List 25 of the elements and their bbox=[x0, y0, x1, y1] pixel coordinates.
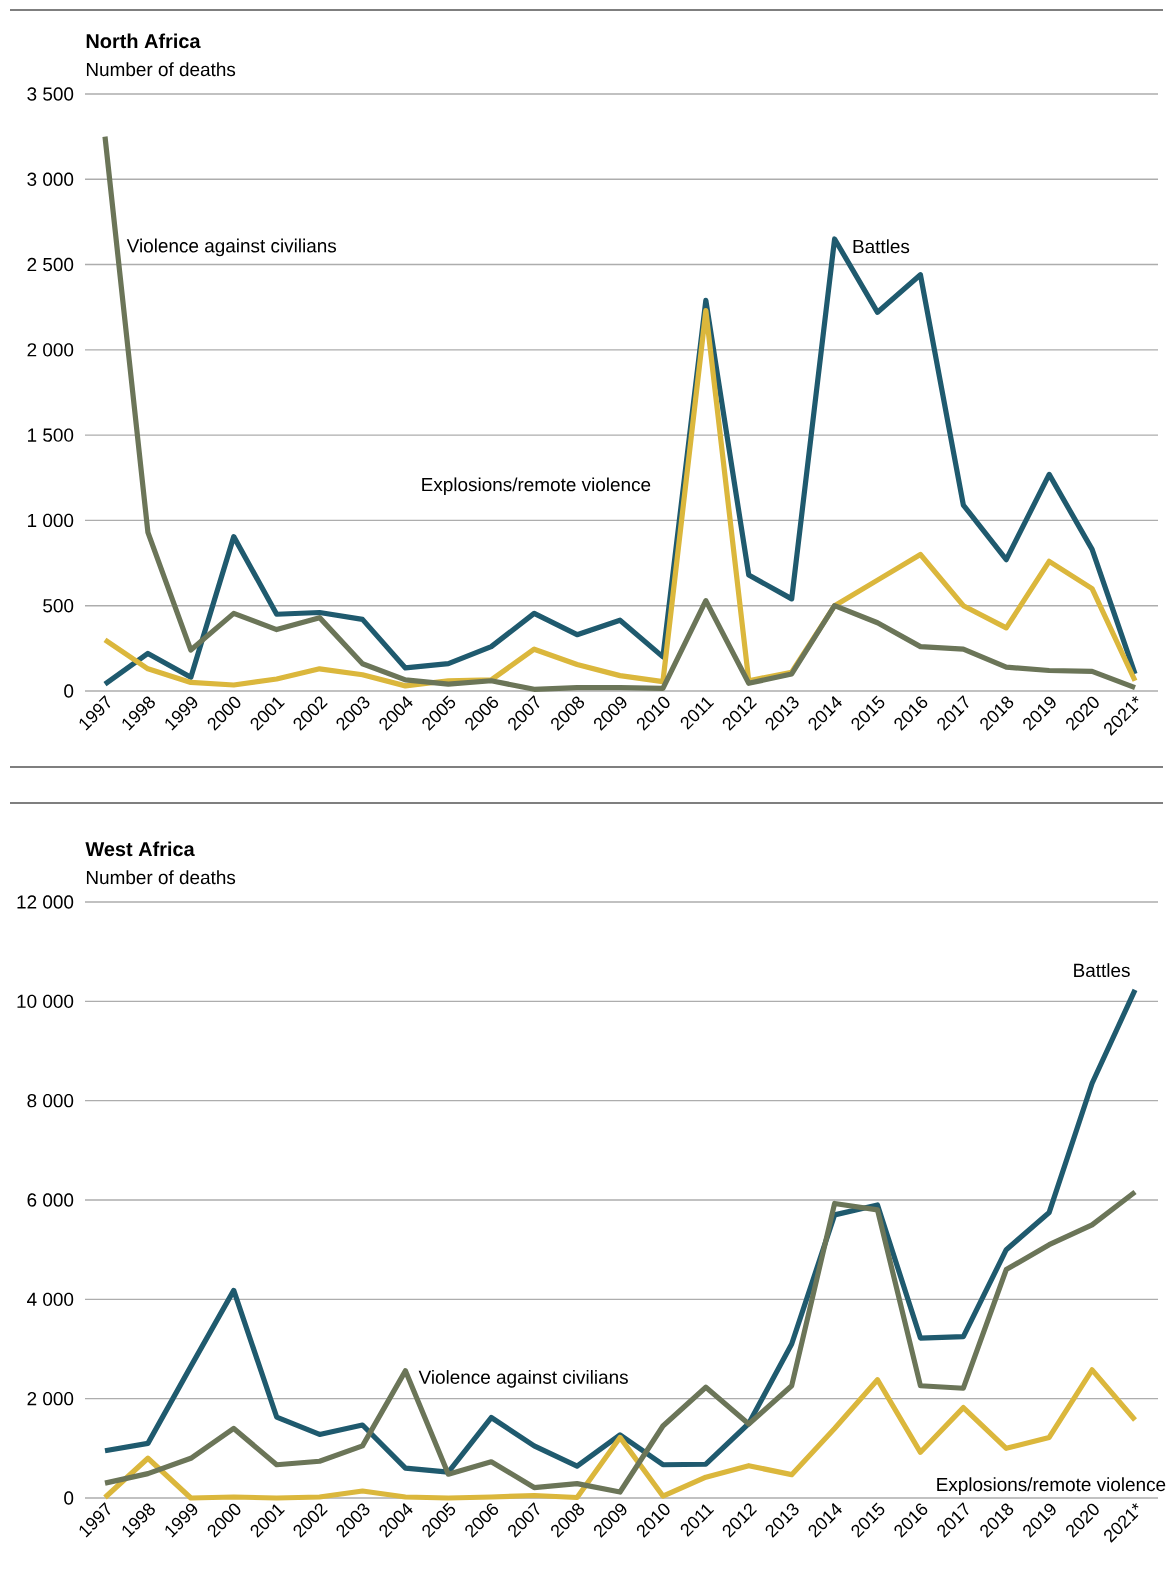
y-tick-label: 1 500 bbox=[28, 428, 74, 442]
y-tick-label: 3 000 bbox=[27, 172, 74, 186]
series-label: Explosions/remote violence bbox=[422, 477, 651, 496]
y-tick-label: 0 bbox=[64, 684, 74, 698]
y-axis-title: Number of deaths bbox=[86, 62, 236, 77]
series-label: Battles bbox=[853, 239, 910, 254]
y-tick-label: 3 500 bbox=[27, 87, 74, 101]
series-label: Battles bbox=[1074, 963, 1130, 978]
y-tick-label: 12 000 bbox=[17, 895, 74, 909]
y-tick-label: 2 000 bbox=[27, 343, 74, 357]
y-tick-label: 8 000 bbox=[27, 1093, 74, 1108]
y-axis-title: Number of deaths bbox=[86, 870, 236, 885]
y-tick-label: 4 000 bbox=[27, 1292, 74, 1307]
y-tick-label: 1 000 bbox=[28, 513, 74, 528]
y-tick-label: 6 000 bbox=[27, 1193, 74, 1207]
series-label: Violence against civilians bbox=[126, 238, 337, 257]
y-tick-label: 500 bbox=[43, 599, 74, 613]
chart-title: West Africa bbox=[85, 841, 195, 857]
chart-title: North Africa bbox=[86, 33, 201, 49]
y-tick-label: 2 000 bbox=[27, 1391, 74, 1406]
y-tick-label: 2 500 bbox=[27, 257, 74, 272]
series-label: Explosions/remote violence bbox=[937, 1477, 1166, 1495]
y-tick-label: 10 000 bbox=[17, 994, 74, 1009]
y-tick-label: 0 bbox=[64, 1491, 74, 1505]
series-label: Violence against civilians bbox=[418, 1369, 628, 1388]
